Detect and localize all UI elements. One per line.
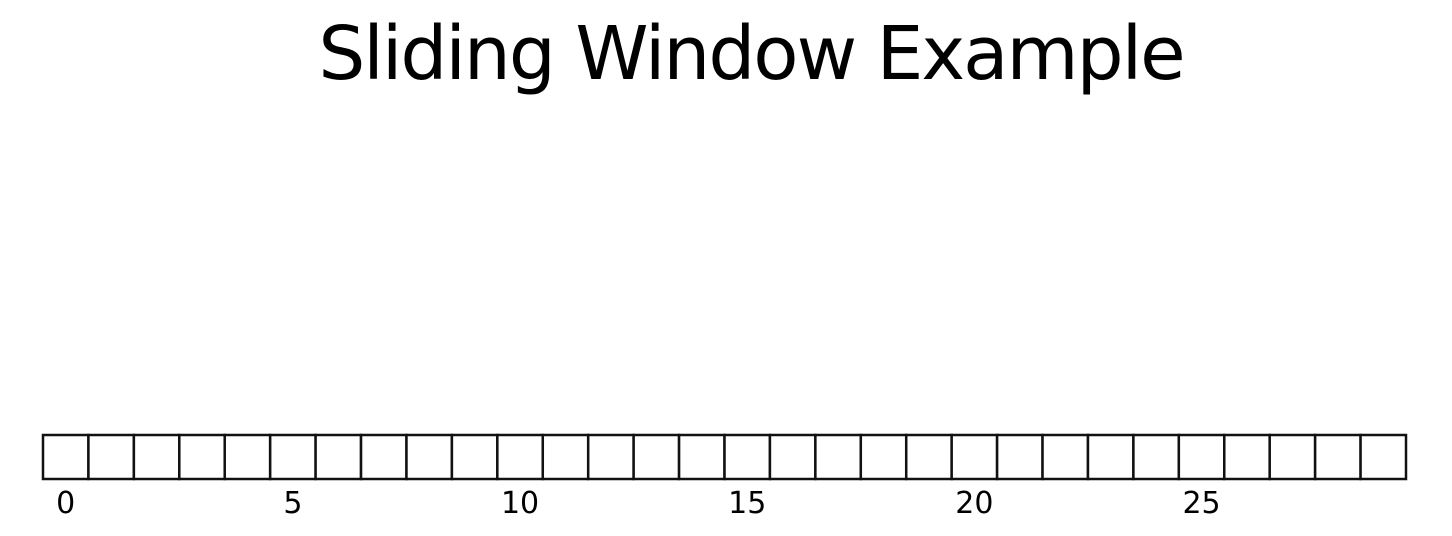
slot-label-20: 20	[955, 486, 993, 521]
sequence-slot-26	[1223, 433, 1271, 481]
sequence-slot-29	[1359, 433, 1408, 481]
slide-title: Sliding Window Example	[318, 11, 1185, 97]
sequence-slot-1	[87, 433, 136, 481]
sequence-slot-24	[1132, 433, 1181, 481]
slot-row	[41, 433, 1408, 481]
sequence-slot-15	[723, 433, 772, 481]
sequence-slot-4	[223, 433, 272, 481]
slot-label-15: 15	[728, 486, 766, 521]
sequence-slot-18	[859, 433, 908, 481]
slot-label-25: 25	[1182, 486, 1220, 521]
sequence-slot-17	[814, 433, 863, 481]
sequence-slot-2	[132, 433, 181, 481]
sequence-slot-7	[359, 433, 408, 481]
sequence-slot-5	[268, 433, 317, 481]
sequence-slot-3	[178, 433, 226, 481]
sequence-slot-13	[632, 433, 681, 481]
sequence-slot-25	[1177, 433, 1226, 481]
slot-label-5: 5	[283, 486, 302, 521]
sequence-slot-21	[995, 433, 1044, 481]
sequence-slot-22	[1041, 433, 1090, 481]
slot-label-10: 10	[501, 486, 539, 521]
sequence-slot-20	[950, 433, 999, 481]
sequence-slot-6	[314, 433, 363, 481]
sequence-slot-0	[41, 433, 90, 481]
sequence-slot-19	[904, 433, 953, 481]
slot-label-0: 0	[56, 486, 75, 521]
sequence-slot-9	[450, 433, 499, 481]
sequence-slot-8	[405, 433, 454, 481]
slot-number-labels: 0 5 10 15 20 25	[56, 486, 1220, 521]
sequence-slot-14	[677, 433, 726, 481]
sequence-slot-10	[496, 433, 545, 481]
sequence-slot-12	[586, 433, 635, 481]
sequence-slot-23	[1086, 433, 1135, 481]
sequence-slot-28	[1313, 433, 1362, 481]
sequence-slot-11	[541, 433, 590, 481]
sequence-slot-16	[768, 433, 817, 481]
sequence-slot-27	[1268, 433, 1317, 481]
